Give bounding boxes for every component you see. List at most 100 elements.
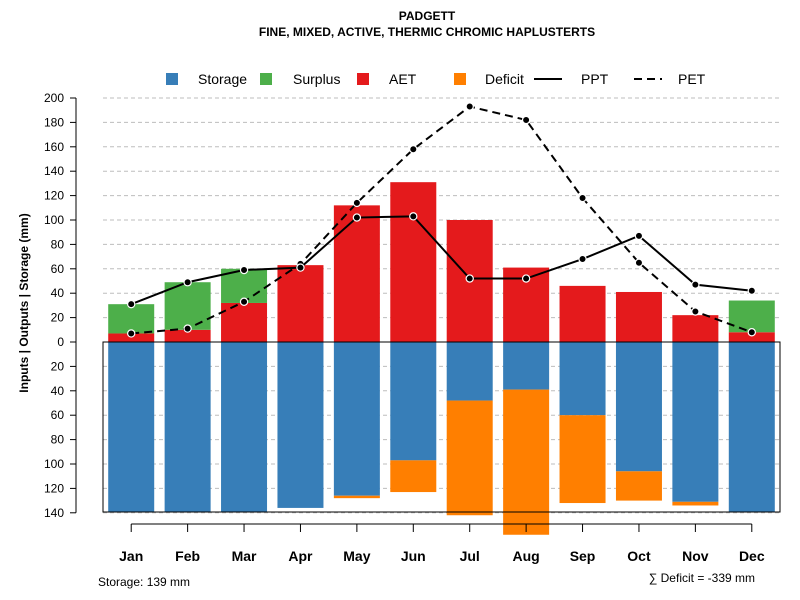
x-tick-label: Dec — [739, 548, 765, 564]
y-tick-label: 100 — [44, 457, 64, 471]
pet-point — [634, 258, 644, 267]
pet-point — [239, 297, 249, 306]
ppt-point — [521, 274, 531, 283]
x-tick-label: Nov — [682, 548, 709, 564]
x-tick-label: Jul — [460, 548, 480, 564]
aet-bar — [333, 205, 380, 342]
y-tick-label: 80 — [51, 433, 65, 447]
ppt-line — [130, 215, 752, 306]
x-tick-label: Jun — [401, 548, 426, 564]
legend-swatch — [357, 73, 369, 85]
storage-bar — [446, 342, 493, 401]
y-tick-label: 180 — [44, 115, 64, 129]
y-tick-label: 200 — [44, 91, 64, 105]
deficit-bar — [333, 495, 380, 499]
pet-point — [409, 145, 418, 154]
legend: Storage Surplus AET Deficit PPT PET — [166, 71, 706, 87]
deficit-bar — [390, 460, 437, 493]
y-tick-label: 40 — [51, 286, 65, 300]
ppt-point — [183, 278, 192, 287]
x-tick-label: Feb — [175, 548, 200, 564]
aet-bar — [615, 291, 662, 342]
storage-bar — [277, 342, 324, 508]
y-tick-label: 20 — [51, 359, 65, 373]
aet-bar — [390, 182, 437, 342]
y-tick-label: 140 — [44, 164, 64, 178]
storage-bar — [333, 342, 380, 496]
y-tick-label: 120 — [44, 189, 64, 203]
x-tick-label: Jan — [119, 548, 143, 564]
pet-point — [578, 193, 587, 203]
storage-bar — [503, 342, 550, 390]
y-tick-label: 120 — [44, 481, 64, 495]
storage-bar — [164, 342, 211, 512]
pet-point — [747, 328, 756, 337]
pet-point — [183, 324, 192, 333]
storage-bar — [390, 342, 437, 461]
pet-point — [691, 307, 700, 316]
pet-point — [521, 115, 531, 125]
y-tick-label: 0 — [57, 335, 64, 349]
storage-bar — [728, 342, 775, 512]
storage-bar — [559, 342, 606, 416]
x-tick-label: Sep — [570, 548, 596, 564]
legend-label: Surplus — [293, 71, 340, 87]
storage-label: Storage: 139 mm — [98, 575, 190, 589]
chart-subtitle: FINE, MIXED, ACTIVE, THERMIC CHROMIC HAP… — [259, 25, 595, 39]
y-tick-label: 60 — [51, 262, 65, 276]
deficit-label: ∑ Deficit = -339 mm — [649, 571, 755, 585]
storage-bar — [615, 342, 662, 472]
x-tick-label: May — [343, 548, 370, 564]
surplus-bar — [108, 304, 155, 334]
y-axis-label: Inputs | Outputs | Storage (mm) — [17, 213, 31, 392]
legend-swatch — [166, 73, 178, 85]
deficit-bar — [672, 501, 719, 506]
lower-plot-frame — [102, 341, 781, 513]
y-tick-label: 80 — [51, 237, 65, 251]
ppt-point — [239, 265, 249, 275]
ppt-point — [578, 254, 587, 264]
series-lines — [127, 102, 756, 338]
gridlines — [103, 97, 780, 514]
y-tick-label: 60 — [51, 408, 65, 422]
aet-bar — [728, 332, 775, 342]
storage-bar — [672, 342, 719, 502]
pet-point — [127, 329, 136, 338]
pet-line — [131, 105, 753, 335]
aet-bar — [221, 302, 268, 342]
legend-swatch — [454, 73, 466, 85]
y-tick-label: 40 — [51, 384, 65, 398]
ppt-point — [465, 274, 474, 283]
surplus-bar — [221, 268, 268, 303]
ppt-point — [127, 299, 136, 309]
aet-bar — [108, 333, 155, 342]
y-tick-label: 140 — [44, 506, 64, 520]
ppt-point — [409, 212, 418, 221]
deficit-bar — [503, 389, 550, 535]
deficit-bar — [615, 471, 662, 501]
x-tick-label: Aug — [513, 548, 540, 564]
ppt-point — [747, 286, 756, 295]
y-tick-label: 20 — [51, 311, 65, 325]
legend-label: AET — [389, 71, 417, 87]
storage-bar — [221, 342, 268, 512]
ppt-point — [352, 213, 362, 222]
pet-point — [352, 198, 362, 208]
legend-label: Storage — [198, 71, 247, 87]
aet-bar — [164, 329, 211, 342]
ppt-point — [691, 280, 700, 289]
ppt-point — [296, 263, 305, 272]
x-tick-label: Oct — [627, 548, 651, 564]
pet-point — [465, 102, 474, 111]
aet-bar — [277, 265, 324, 342]
bars — [108, 182, 775, 535]
deficit-bar — [559, 415, 606, 504]
y-tick-label: 160 — [44, 140, 64, 154]
x-tick-label: Mar — [232, 548, 257, 564]
ppt-point — [634, 231, 644, 241]
y-tick-label: 100 — [44, 213, 64, 227]
aet-bar — [559, 285, 606, 342]
aet-bar — [672, 315, 719, 342]
legend-swatch — [260, 73, 272, 85]
